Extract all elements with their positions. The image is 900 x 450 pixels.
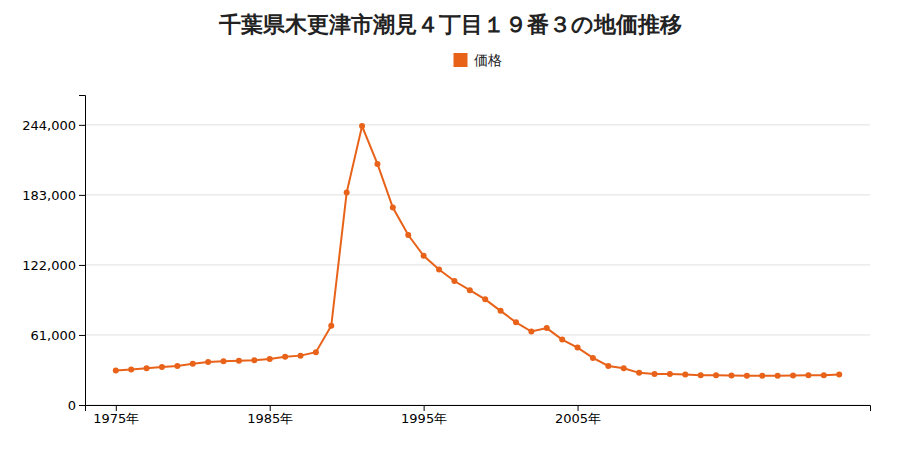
point	[667, 371, 673, 377]
tick-mark	[79, 125, 85, 126]
point	[621, 365, 627, 371]
point	[821, 372, 827, 378]
point	[775, 373, 781, 379]
point	[805, 372, 811, 378]
point	[344, 190, 350, 196]
point	[359, 123, 365, 129]
point	[205, 359, 211, 365]
axis-line	[79, 96, 86, 406]
tick: 183,000	[22, 188, 85, 203]
tick: 244,000	[22, 118, 85, 133]
tick-label: 1985年	[247, 411, 293, 426]
point	[652, 371, 658, 377]
y-axis: 0 61,000 122,000 183,000 244,000	[22, 96, 85, 413]
point	[590, 355, 596, 361]
tick: 2005年	[555, 405, 601, 426]
tick: 1975年	[93, 405, 139, 426]
plot: 1975年 1985年 1995年 2005年 0 61,000 122,000 183,00…	[22, 96, 870, 427]
point	[128, 366, 134, 372]
point	[605, 363, 611, 369]
point	[559, 337, 565, 343]
chart: 千葉県木更津市潮見４丁目１９番３の地価推移 1975年 1985年 1995年 2005…	[0, 0, 900, 450]
point	[221, 358, 227, 364]
point	[713, 372, 719, 378]
grid	[85, 125, 870, 405]
point	[328, 323, 334, 329]
point	[728, 372, 734, 378]
point	[313, 349, 319, 355]
tick-mark	[270, 405, 271, 411]
point	[482, 296, 488, 302]
tick: 1985年	[247, 405, 293, 426]
tick-label: 122,000	[22, 258, 76, 273]
point	[421, 253, 427, 259]
point	[698, 372, 704, 378]
tick-mark	[79, 195, 85, 196]
tick-label: 61,000	[31, 328, 77, 343]
point	[144, 365, 150, 371]
legend-item: 価格	[454, 52, 502, 68]
tick-label: 244,000	[22, 118, 76, 133]
tick-mark	[79, 405, 85, 406]
legend-label: 価格	[474, 52, 502, 68]
point	[636, 370, 642, 376]
tick: 61,000	[31, 328, 86, 343]
tick-mark	[578, 405, 579, 411]
x-axis: 1975年 1985年 1995年 2005年	[86, 405, 871, 426]
point	[374, 161, 380, 167]
tick-mark	[424, 405, 425, 411]
legend: 価格	[454, 52, 502, 68]
tick-label: 183,000	[22, 188, 76, 203]
tick-mark	[79, 335, 85, 336]
line	[116, 126, 839, 376]
grid-line	[85, 194, 870, 195]
tick-label: 2005年	[555, 411, 601, 426]
point	[405, 232, 411, 238]
point	[498, 308, 504, 314]
point	[790, 372, 796, 378]
grid-line	[85, 124, 870, 125]
marks	[113, 123, 842, 379]
point	[744, 373, 750, 379]
point	[513, 319, 519, 325]
point	[282, 354, 288, 360]
point	[236, 358, 242, 364]
point	[267, 356, 273, 362]
tick-mark	[79, 265, 85, 266]
point	[544, 325, 550, 331]
point	[174, 363, 180, 369]
point	[159, 364, 165, 370]
point	[451, 278, 457, 284]
tick-label: 1975年	[93, 411, 139, 426]
grid-line	[85, 264, 870, 265]
axis-line	[86, 406, 871, 412]
point	[836, 372, 842, 378]
point	[390, 205, 396, 211]
tick-label: 0	[68, 398, 76, 413]
point	[682, 372, 688, 378]
point	[436, 267, 442, 273]
point	[575, 345, 581, 351]
point	[528, 329, 534, 335]
tick: 122,000	[22, 258, 85, 273]
tick-mark	[116, 405, 117, 411]
point	[190, 361, 196, 367]
point	[467, 287, 473, 293]
point	[297, 353, 303, 359]
point	[759, 373, 765, 379]
legend-swatch	[454, 53, 468, 67]
title: 千葉県木更津市潮見４丁目１９番３の地価推移	[218, 12, 682, 37]
tick: 0	[68, 398, 85, 413]
point	[113, 368, 119, 374]
tick-label: 1995年	[401, 411, 447, 426]
tick: 1995年	[401, 405, 447, 426]
grid-line	[85, 334, 870, 335]
point	[251, 357, 257, 363]
